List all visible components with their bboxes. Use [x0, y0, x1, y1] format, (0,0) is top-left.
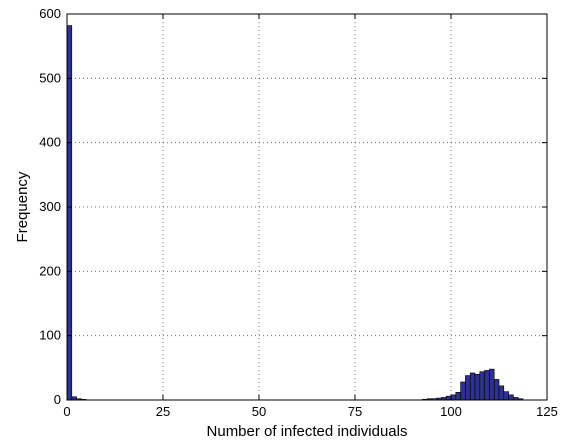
- histogram-bar: [66, 25, 73, 401]
- histogram-bar: [474, 373, 481, 401]
- histogram-bar: [445, 395, 452, 401]
- y-axis-label: Frequency: [14, 171, 31, 242]
- grid-lines: [67, 14, 547, 400]
- y-tick-labels: 0 100 200 300 400 500 600: [39, 6, 61, 407]
- x-tick-label: 25: [156, 404, 170, 419]
- y-tick-label: 500: [39, 70, 61, 85]
- y-tick-label: 0: [54, 392, 61, 407]
- x-tick-label: 100: [440, 404, 462, 419]
- y-tick-label: 400: [39, 135, 61, 150]
- histogram-bar: [489, 368, 495, 401]
- histogram-bar: [465, 375, 471, 401]
- histogram-bar: [455, 391, 461, 401]
- y-tick-label: 200: [39, 263, 61, 278]
- histogram-bar: [493, 379, 500, 401]
- y-tick-label: 300: [39, 199, 61, 214]
- histogram-bar: [469, 372, 476, 401]
- x-tick-label: 50: [252, 404, 266, 419]
- histogram-bar: [479, 371, 485, 401]
- x-tick-label: 125: [536, 404, 558, 419]
- histogram-bar: [498, 385, 505, 401]
- histogram-bar: [503, 391, 509, 401]
- x-axis-label: Number of infected individuals: [207, 423, 408, 440]
- x-tick-labels: 0 25 50 75 100 125: [63, 404, 557, 419]
- histogram-bar: [484, 370, 490, 401]
- x-tick-label: 0: [63, 404, 70, 419]
- x-tick-label: 75: [348, 404, 362, 419]
- histogram-bar: [508, 394, 514, 401]
- tick-marks: [66, 13, 548, 401]
- histogram-bar: [450, 394, 457, 401]
- y-tick-label: 100: [39, 328, 61, 343]
- histogram-bar: [460, 381, 466, 401]
- y-tick-label: 600: [39, 6, 61, 21]
